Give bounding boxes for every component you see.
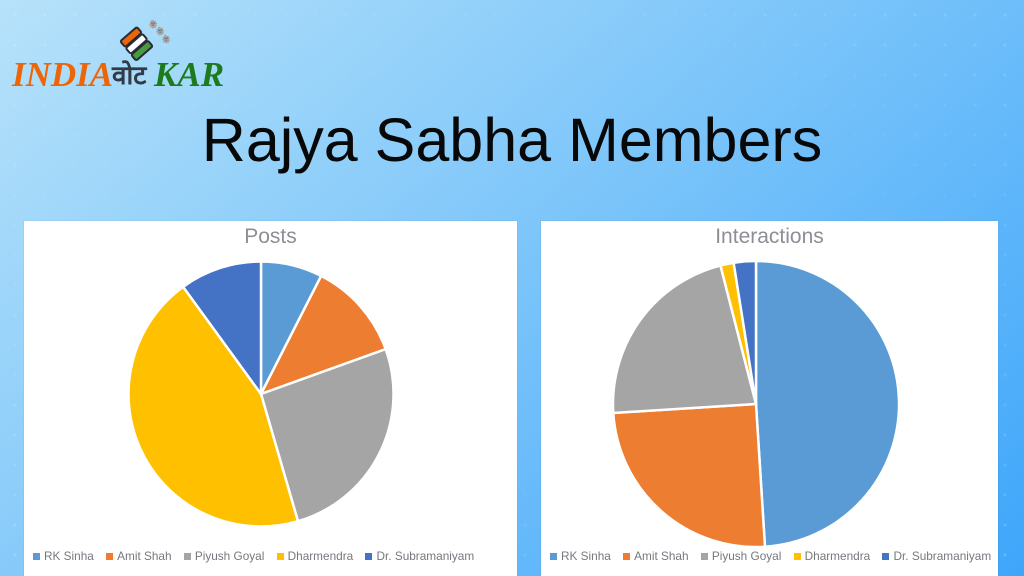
svg-text:वोट: वोट: [111, 60, 147, 90]
svg-text:KAR: KAR: [153, 55, 224, 90]
svg-text:INDIA: INDIA: [11, 55, 113, 90]
